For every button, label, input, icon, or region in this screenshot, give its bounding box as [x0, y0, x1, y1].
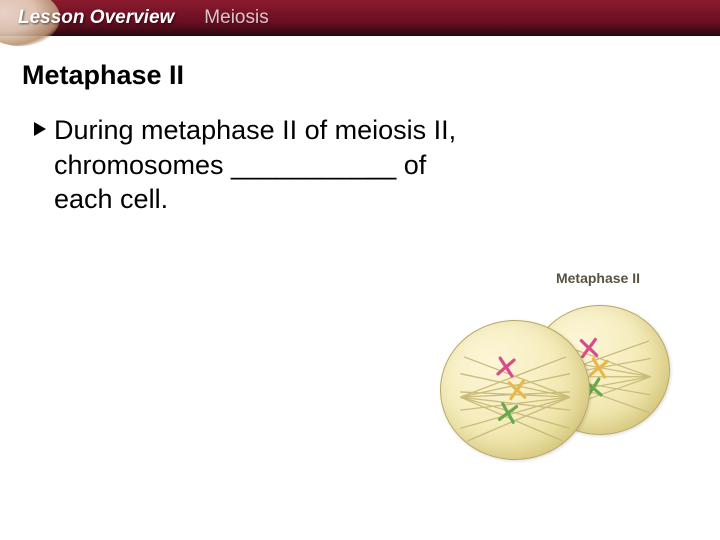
- bullet-text: During metaphase II of meiosis II, chrom…: [54, 113, 484, 217]
- topic-label: Meiosis: [204, 7, 268, 29]
- bullet-item: During metaphase II of meiosis II, chrom…: [22, 113, 698, 217]
- lesson-overview-label: Lesson Overview: [18, 7, 174, 29]
- chromosome-icon: [496, 401, 520, 430]
- diagram-caption: Metaphase II: [556, 270, 640, 286]
- bullet-arrow-icon: [32, 120, 50, 143]
- cell-front: [440, 320, 590, 460]
- slide-header: Lesson Overview Meiosis: [0, 0, 720, 36]
- metaphase-diagram: Metaphase II: [420, 270, 680, 480]
- slide-content: Metaphase II During metaphase II of meio…: [0, 36, 720, 217]
- slide-title: Metaphase II: [22, 60, 698, 91]
- cell-front-body: [440, 320, 590, 460]
